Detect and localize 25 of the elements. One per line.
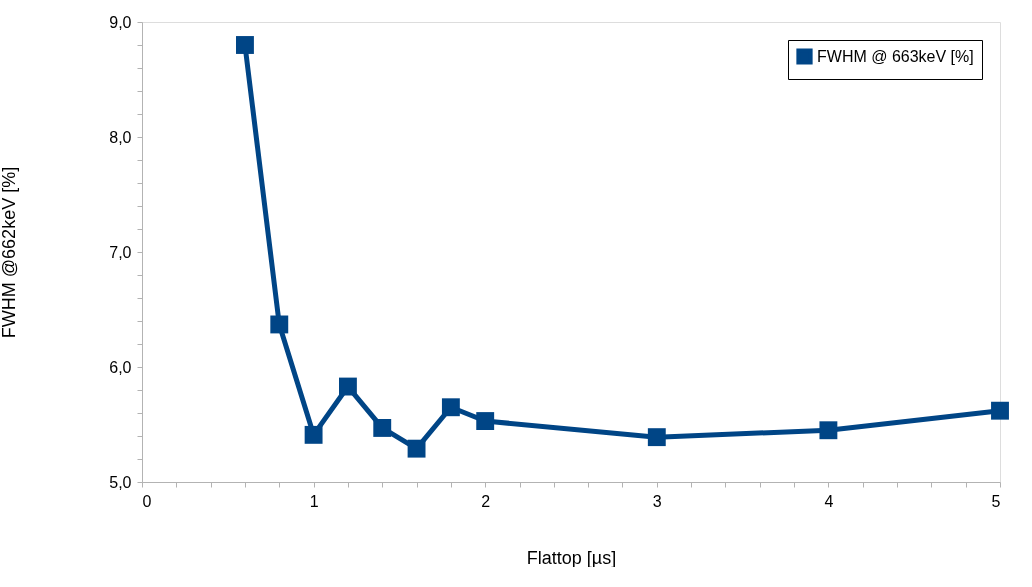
x-axis-title: Flattop [µs] [526, 547, 617, 568]
point [338, 377, 357, 396]
x-tick-label: 0 [142, 492, 152, 510]
point [476, 412, 495, 430]
y-axis-title: FWHM @662keV [%] [0, 166, 20, 339]
point [304, 425, 323, 444]
point [991, 401, 1009, 420]
x-tick-label: 1 [309, 492, 319, 510]
point [236, 36, 254, 54]
point [647, 428, 666, 447]
point [819, 421, 838, 440]
y-tick-label: 9,0 [109, 13, 132, 31]
x-tick-label: 4 [824, 492, 834, 510]
y-tick-label: 8,0 [109, 128, 132, 146]
legend-label: FWHM @ 663keV [%] [817, 47, 974, 65]
x-tick-label: 5 [991, 492, 1001, 510]
y-tick-label: 5,0 [109, 473, 132, 491]
point [407, 439, 426, 458]
point [441, 398, 460, 417]
point [373, 419, 392, 437]
y-tick-label: 7,0 [109, 243, 132, 261]
y-tick-label: 6,0 [109, 358, 132, 376]
point [270, 315, 289, 334]
x-tick-label: 3 [652, 492, 662, 510]
x-tick-label: 2 [481, 492, 491, 510]
